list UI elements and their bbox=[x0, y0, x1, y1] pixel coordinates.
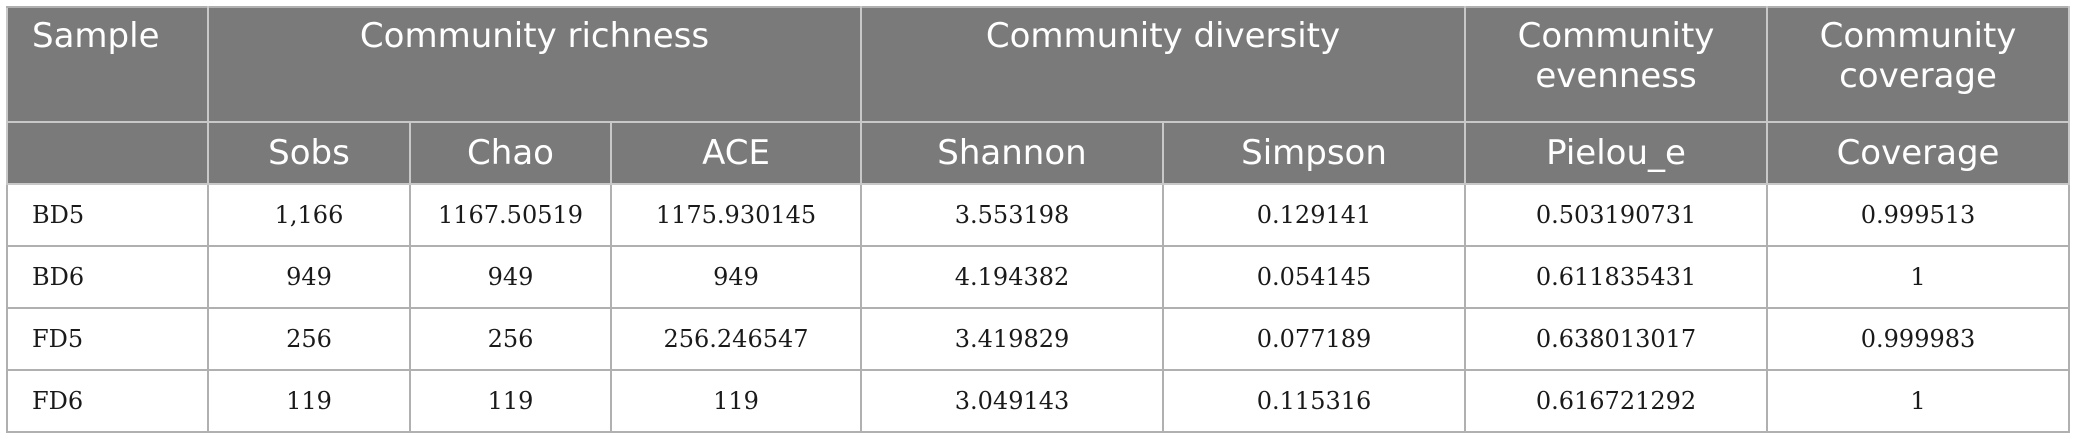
table-row: BD5 1,166 1167.50519 1175.930145 3.55319… bbox=[6, 183, 2071, 247]
sample-cell: BD5 bbox=[6, 183, 209, 247]
evenness-group-header: Community evenness bbox=[1464, 6, 1769, 123]
shannon-cell: 3.419829 bbox=[860, 307, 1165, 371]
sobs-cell: 119 bbox=[207, 369, 411, 433]
sample-column-header: Sample bbox=[6, 6, 209, 123]
chao-cell: 119 bbox=[409, 369, 612, 433]
shannon-cell: 3.553198 bbox=[860, 183, 1165, 247]
sobs-cell: 949 bbox=[207, 245, 411, 309]
coverage-cell: 1 bbox=[1766, 245, 2071, 309]
sample-cell: FD6 bbox=[6, 369, 209, 433]
sub-header-row: Sobs Chao ACE Shannon Simpson Pielou_e C… bbox=[6, 121, 2071, 185]
shannon-column-header: Shannon bbox=[860, 121, 1165, 185]
pielou-cell: 0.616721292 bbox=[1464, 369, 1769, 433]
ace-cell: 119 bbox=[609, 369, 863, 433]
chao-cell: 1167.50519 bbox=[409, 183, 612, 247]
community-indices-table: Sample Community richness Community dive… bbox=[6, 6, 2071, 433]
ace-cell: 949 bbox=[609, 245, 863, 309]
coverage-cell: 1 bbox=[1766, 369, 2071, 433]
coverage-cell: 0.999513 bbox=[1766, 183, 2071, 247]
table-header: Sample Community richness Community dive… bbox=[6, 6, 2071, 185]
simpson-column-header: Simpson bbox=[1162, 121, 1467, 185]
simpson-cell: 0.129141 bbox=[1162, 183, 1467, 247]
chao-cell: 256 bbox=[409, 307, 612, 371]
ace-column-header: ACE bbox=[609, 121, 863, 185]
pielou-cell: 0.503190731 bbox=[1464, 183, 1769, 247]
pielou-cell: 0.611835431 bbox=[1464, 245, 1769, 309]
chao-cell: 949 bbox=[409, 245, 612, 309]
pielou-cell: 0.638013017 bbox=[1464, 307, 1769, 371]
sample-cell: BD6 bbox=[6, 245, 209, 309]
simpson-cell: 0.077189 bbox=[1162, 307, 1467, 371]
group-header-row: Sample Community richness Community dive… bbox=[6, 6, 2071, 123]
coverage-group-header: Community coverage bbox=[1766, 6, 2071, 123]
table-row: FD5 256 256 256.246547 3.419829 0.077189… bbox=[6, 307, 2071, 371]
sobs-cell: 1,166 bbox=[207, 183, 411, 247]
sample-subheader-empty bbox=[6, 121, 209, 185]
sobs-column-header: Sobs bbox=[207, 121, 411, 185]
coverage-cell: 0.999983 bbox=[1766, 307, 2071, 371]
chao-column-header: Chao bbox=[409, 121, 612, 185]
table-row: FD6 119 119 119 3.049143 0.115316 0.6167… bbox=[6, 369, 2071, 433]
table-body: BD5 1,166 1167.50519 1175.930145 3.55319… bbox=[6, 183, 2071, 433]
diversity-group-header: Community diversity bbox=[860, 6, 1467, 123]
shannon-cell: 3.049143 bbox=[860, 369, 1165, 433]
simpson-cell: 0.115316 bbox=[1162, 369, 1467, 433]
sample-cell: FD5 bbox=[6, 307, 209, 371]
pielou-column-header: Pielou_e bbox=[1464, 121, 1769, 185]
shannon-cell: 4.194382 bbox=[860, 245, 1165, 309]
ace-cell: 1175.930145 bbox=[609, 183, 863, 247]
ace-cell: 256.246547 bbox=[609, 307, 863, 371]
coverage-column-header: Coverage bbox=[1766, 121, 2071, 185]
simpson-cell: 0.054145 bbox=[1162, 245, 1467, 309]
table-row: BD6 949 949 949 4.194382 0.054145 0.6118… bbox=[6, 245, 2071, 309]
richness-group-header: Community richness bbox=[206, 6, 863, 123]
sobs-cell: 256 bbox=[207, 307, 411, 371]
